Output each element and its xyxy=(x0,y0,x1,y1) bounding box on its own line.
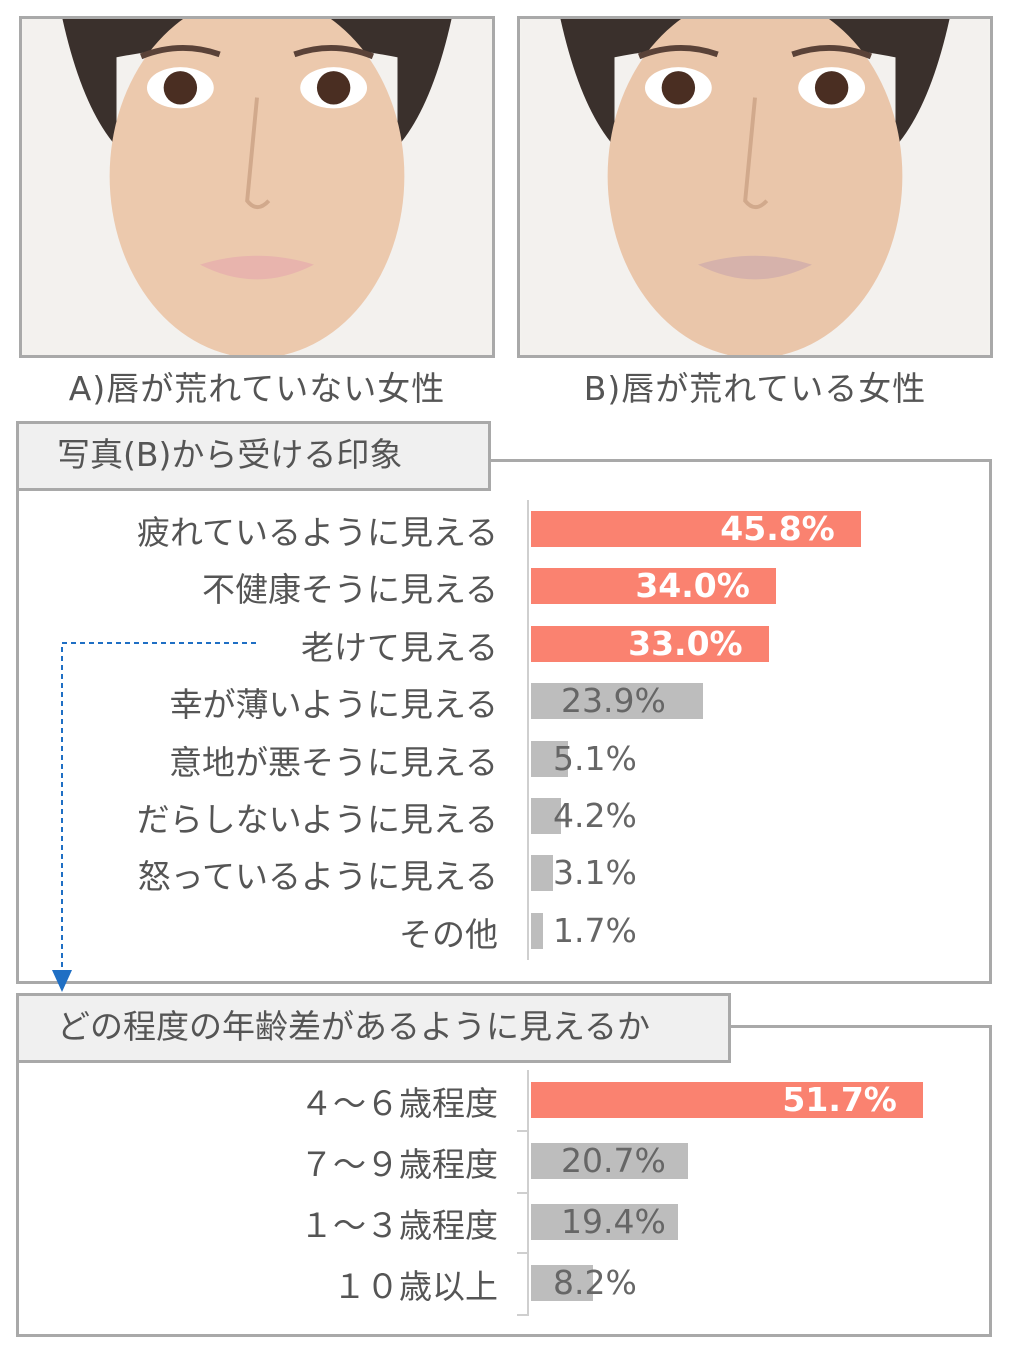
section2-bar xyxy=(531,1204,679,1240)
lips-a xyxy=(200,255,314,280)
face-a-image xyxy=(23,19,491,355)
section1-bar-value: 4.2% xyxy=(553,796,637,835)
face-b-image xyxy=(521,19,989,355)
arrow-head-icon xyxy=(52,970,72,992)
section1-bar xyxy=(531,568,776,605)
section1-bar xyxy=(531,855,554,892)
tick xyxy=(517,1314,527,1316)
section2-row-label: ７～９歳程度 xyxy=(300,1145,498,1184)
caption-a: A)唇が荒れていない女性 xyxy=(68,369,446,408)
section2-bar xyxy=(531,1082,923,1118)
section1-row-label: 怒っているように見える xyxy=(137,857,498,897)
section2-title: どの程度の年齢差があるように見えるか xyxy=(16,993,731,1063)
section1-bar xyxy=(531,912,544,949)
section1-row-label: だらしないように見える xyxy=(136,800,498,839)
tick xyxy=(517,1252,527,1254)
section1-bar-value: 34.0% xyxy=(635,566,750,606)
section1-axis xyxy=(527,500,529,960)
section1-row-label: 幸が薄いように見える xyxy=(169,685,498,725)
section2-row-label: １０歳以上 xyxy=(333,1267,498,1306)
section1-bar-value: 45.8% xyxy=(720,509,835,548)
section2-row-label: １～３歳程度 xyxy=(300,1206,498,1245)
section1-row-label: 意地が悪そうに見える xyxy=(168,742,498,782)
section1-row-label: 疲れているように見える xyxy=(136,513,498,552)
section2-bar xyxy=(531,1265,594,1301)
section1-bar xyxy=(531,798,562,834)
section1-bar-value: 5.1% xyxy=(553,738,637,778)
section1-bar xyxy=(531,625,769,662)
caption-b: B)唇が荒れている女性 xyxy=(583,369,927,408)
tick xyxy=(517,1192,527,1194)
tick xyxy=(517,1130,527,1132)
lips-b xyxy=(698,255,812,280)
section2-axis xyxy=(527,1070,529,1316)
section1-title: 写真(B)から受ける印象 xyxy=(16,421,491,491)
photo-b xyxy=(517,16,993,358)
section1-row-label: 不健康そうに見える xyxy=(201,570,498,610)
photo-a xyxy=(19,16,495,358)
section2-bar-value: 8.2% xyxy=(553,1263,637,1302)
section1-bar-value: 3.1% xyxy=(553,853,637,893)
section2-panel xyxy=(16,1025,992,1337)
section1-bar xyxy=(531,511,861,547)
section1-row-label: 老けて見える xyxy=(300,627,498,667)
section2-row-label: ４～６歳程度 xyxy=(300,1084,498,1123)
section2-bar xyxy=(531,1143,688,1179)
section1-bar xyxy=(531,740,568,777)
section2-bar-value: 51.7% xyxy=(782,1080,897,1119)
section1-bar xyxy=(531,683,704,720)
section2-bar-value: 20.7% xyxy=(561,1141,666,1180)
section1-bar-value: 1.7% xyxy=(553,910,637,950)
section1-bar-value: 33.0% xyxy=(628,623,743,663)
section1-row-label: その他 xyxy=(399,914,498,954)
section1-bar-value: 23.9% xyxy=(561,681,666,721)
section2-bar-value: 19.4% xyxy=(561,1202,666,1241)
